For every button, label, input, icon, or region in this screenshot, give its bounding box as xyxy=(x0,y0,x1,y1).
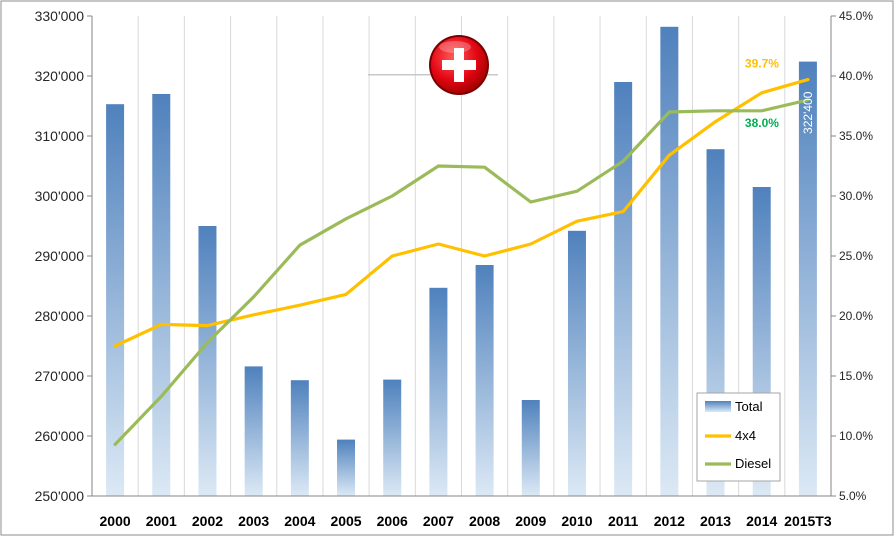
tick-label-right: 5.0% xyxy=(839,489,867,503)
bar-total xyxy=(198,226,217,496)
bar-total xyxy=(244,366,263,496)
data-label-4x4: 39.7% xyxy=(745,57,779,71)
tick-label-left: 250'000 xyxy=(35,488,85,504)
tick-label-x: 2009 xyxy=(515,513,546,529)
tick-label-right: 20.0% xyxy=(839,309,873,323)
tick-label-left: 330'000 xyxy=(35,8,85,24)
line-diesel xyxy=(113,98,810,446)
bar-total xyxy=(290,380,309,496)
bar-total xyxy=(475,265,494,496)
tick-label-x: 2011 xyxy=(608,513,639,529)
tick-label-x: 2010 xyxy=(561,513,592,529)
swiss-flag-icon xyxy=(429,35,489,95)
flag-highlight xyxy=(439,41,471,53)
tick-label-x: 2012 xyxy=(654,513,685,529)
bar-total xyxy=(798,61,817,496)
tick-label-x: 2013 xyxy=(700,513,731,529)
legend-label-total: Total xyxy=(735,399,763,414)
tick-label-x: 2015T3 xyxy=(784,513,832,529)
tick-label-right: 30.0% xyxy=(839,189,873,203)
tick-label-left: 290'000 xyxy=(35,248,85,264)
bar-total xyxy=(567,230,586,497)
legend-label-4x4: 4x4 xyxy=(735,428,756,443)
bar-total xyxy=(614,82,633,496)
legend-swatch-total xyxy=(705,401,731,412)
bar-total xyxy=(106,104,125,496)
tick-label-left: 280'000 xyxy=(35,308,85,324)
tick-label-right: 45.0% xyxy=(839,9,873,23)
tick-label-left: 300'000 xyxy=(35,188,85,204)
flag-cross-horizontal xyxy=(442,60,476,70)
data-label-diesel: 38.0% xyxy=(745,116,779,130)
tick-label-right: 25.0% xyxy=(839,249,873,263)
tick-label-right: 40.0% xyxy=(839,69,873,83)
tick-label-x: 2000 xyxy=(100,513,131,529)
bar-total xyxy=(429,287,448,496)
tick-label-left: 260'000 xyxy=(35,428,85,444)
tick-label-x: 2008 xyxy=(469,513,500,529)
tick-label-x: 2004 xyxy=(284,513,315,529)
tick-label-x: 2001 xyxy=(146,513,177,529)
tick-label-right: 15.0% xyxy=(839,369,873,383)
tick-label-left: 310'000 xyxy=(35,128,85,144)
bar-total xyxy=(383,379,402,496)
tick-label-x: 2014 xyxy=(746,513,777,529)
tick-label-left: 320'000 xyxy=(35,68,85,84)
tick-label-x: 2007 xyxy=(423,513,454,529)
tick-label-left: 270'000 xyxy=(35,368,85,384)
bar-total xyxy=(521,400,540,496)
data-label-total: 322'400 xyxy=(801,91,815,134)
tick-label-x: 2003 xyxy=(238,513,269,529)
tick-label-x: 2006 xyxy=(377,513,408,529)
tick-label-x: 2005 xyxy=(330,513,361,529)
bar-total xyxy=(337,439,356,496)
tick-label-x: 2002 xyxy=(192,513,223,529)
tick-label-right: 10.0% xyxy=(839,429,873,443)
bar-total xyxy=(660,26,679,497)
legend-label-diesel: Diesel xyxy=(735,456,771,471)
tick-label-right: 35.0% xyxy=(839,129,873,143)
bar-total xyxy=(152,94,171,496)
